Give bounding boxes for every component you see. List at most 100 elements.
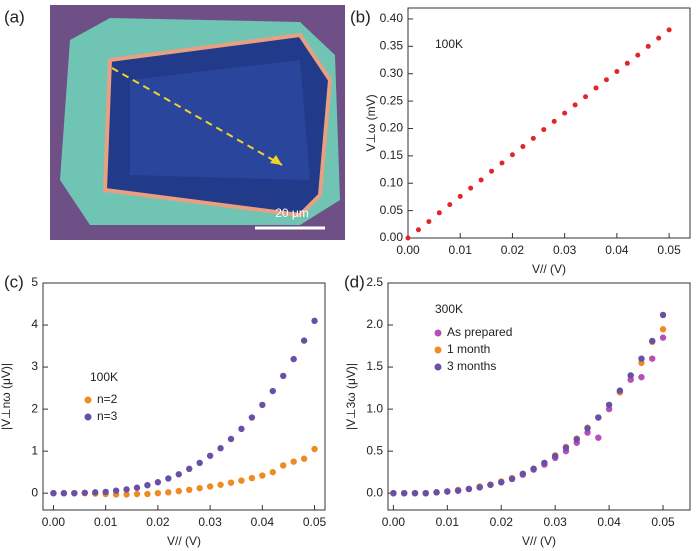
legend-marker (434, 346, 442, 354)
data-point (499, 160, 505, 166)
y-tick-label: 0.0 (366, 485, 383, 499)
data-point (659, 334, 667, 341)
data-point (390, 489, 397, 497)
x-tick-label: 0.03 (198, 515, 222, 529)
data-point (468, 185, 474, 191)
data-point (583, 94, 589, 100)
data-point (541, 459, 548, 467)
y-tick-label: 0.30 (380, 66, 404, 80)
data-point (487, 481, 494, 488)
data-point (426, 219, 432, 225)
x-tick-label: 0.01 (94, 515, 118, 529)
data-point (638, 373, 645, 381)
data-point (584, 425, 591, 432)
data-point (280, 372, 287, 380)
legend-label: As prepared (447, 325, 512, 339)
data-point (50, 489, 57, 497)
y-tick-label: 0.25 (380, 93, 404, 107)
data-point (405, 235, 411, 241)
y-tick-label: 0.40 (380, 11, 404, 25)
data-point (595, 434, 602, 441)
x-axis-label: V// (V) (532, 262, 566, 276)
data-point (551, 118, 557, 124)
data-point (616, 387, 624, 394)
data-point (123, 486, 130, 493)
data-point (196, 484, 203, 492)
x-tick-label: 0.00 (382, 515, 406, 529)
y-tick-label: 1.5 (366, 359, 383, 373)
arrow-head (270, 155, 282, 165)
legend-label: 1 month (447, 342, 490, 356)
data-point (649, 355, 656, 362)
data-point (71, 489, 78, 497)
data-point (311, 317, 318, 325)
data-point (196, 459, 203, 467)
x-tick-label: 0.05 (303, 515, 327, 529)
data-point (447, 202, 453, 208)
x-axis-label: V// (V) (167, 534, 201, 548)
y-axis-label: V⊥ω (mV) (364, 94, 378, 151)
data-point (165, 489, 172, 496)
data-point (217, 445, 224, 452)
plot-frame (387, 282, 691, 511)
data-point (112, 487, 120, 494)
x-tick-label: 0.03 (553, 243, 577, 257)
x-tick-label: 0.05 (657, 243, 681, 257)
data-point (573, 436, 580, 443)
data-point (133, 484, 141, 491)
data-point (248, 414, 256, 421)
data-point (165, 475, 172, 482)
data-point (290, 355, 297, 363)
data-point (206, 452, 214, 459)
legend-label: n=3 (97, 409, 118, 423)
data-point (175, 471, 182, 478)
data-point (436, 210, 442, 216)
x-tick-label: 0.04 (597, 515, 621, 529)
y-tick-label: 5 (31, 275, 38, 289)
data-point (422, 489, 429, 497)
panel-label: (d) (344, 272, 365, 291)
data-point (81, 489, 88, 496)
data-point (572, 102, 578, 108)
data-point (624, 60, 630, 66)
x-tick-label: 0.01 (449, 243, 473, 257)
data-point (627, 372, 634, 379)
data-point (186, 465, 193, 473)
data-point (635, 52, 641, 58)
legend-marker (84, 396, 92, 404)
y-tick-label: 0.00 (380, 230, 404, 244)
data-point (457, 193, 463, 199)
annotation: 100K (435, 37, 463, 51)
data-point (300, 337, 308, 344)
y-tick-label: 2.0 (366, 317, 383, 331)
data-point (656, 35, 662, 41)
legend-marker (434, 329, 442, 337)
data-point (666, 27, 672, 33)
data-point (498, 479, 505, 486)
data-point (489, 168, 495, 174)
data-point (520, 144, 526, 150)
data-point (300, 455, 308, 462)
data-point (60, 489, 68, 497)
legend-marker (434, 363, 442, 371)
flake-inner (130, 60, 310, 180)
annotation: 100K (90, 370, 118, 384)
panel-label: (c) (4, 272, 24, 291)
data-point (603, 77, 609, 83)
plot-frame (42, 282, 326, 511)
x-tick-label: 0.02 (146, 515, 170, 529)
plot-frame (407, 7, 691, 239)
data-point (400, 489, 408, 497)
data-point (638, 355, 645, 362)
y-tick-label: 2.5 (366, 275, 383, 289)
data-point (454, 487, 462, 494)
data-point (92, 489, 99, 496)
data-point (465, 485, 473, 493)
data-point (595, 414, 602, 421)
data-point (415, 227, 421, 233)
data-point (530, 135, 536, 141)
panel-label: (b) (350, 7, 371, 26)
x-axis-label: V// (V) (522, 534, 556, 548)
x-tick-label: 0.03 (543, 515, 567, 529)
